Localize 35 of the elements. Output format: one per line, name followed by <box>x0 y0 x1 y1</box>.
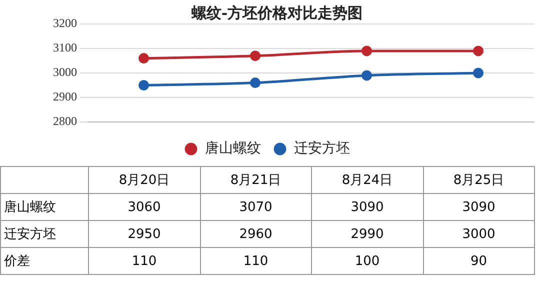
y-tick-label: 3200 <box>53 16 77 30</box>
y-tick-label: 3100 <box>53 40 77 55</box>
legend-label: 唐山螺纹 <box>205 140 261 157</box>
text: 110 <box>88 248 200 274</box>
chart-title: 螺纹-方坯价格对比走势图 <box>191 4 363 22</box>
x-tick-label: 8月24日 <box>312 166 423 194</box>
data-label: 2950 <box>88 220 200 248</box>
data-label: 3090 <box>423 194 534 220</box>
x-tick-label: 8月20日 <box>88 166 200 194</box>
data-label: 3090 <box>312 194 423 220</box>
data-label: 3070 <box>200 194 312 220</box>
y-tick-label: 2900 <box>53 90 77 104</box>
text: 100 <box>312 248 423 274</box>
text: 110 <box>200 248 312 274</box>
y-tick-label: 2800 <box>53 114 77 128</box>
point <box>138 80 149 90</box>
point <box>362 46 372 56</box>
text: 90 <box>423 248 534 274</box>
text: 价差 <box>0 248 88 274</box>
y-tick-label: 3000 <box>53 65 77 80</box>
point <box>250 50 260 62</box>
data-label: 3060 <box>88 194 200 220</box>
data-label: 3000 <box>423 220 534 248</box>
text: 迁安方坯 <box>4 227 56 242</box>
text: 唐山螺纹 <box>4 200 56 215</box>
point <box>138 53 149 64</box>
data-label: 2990 <box>312 220 423 248</box>
data-label: 2960 <box>200 220 312 248</box>
point <box>250 78 260 88</box>
x-tick-label: 8月21日 <box>200 166 312 194</box>
x-tick-label: 8月25日 <box>423 166 534 194</box>
point <box>362 70 372 81</box>
point <box>473 68 484 78</box>
legend-label: 迁安方坯 <box>294 140 350 157</box>
point <box>473 46 484 56</box>
